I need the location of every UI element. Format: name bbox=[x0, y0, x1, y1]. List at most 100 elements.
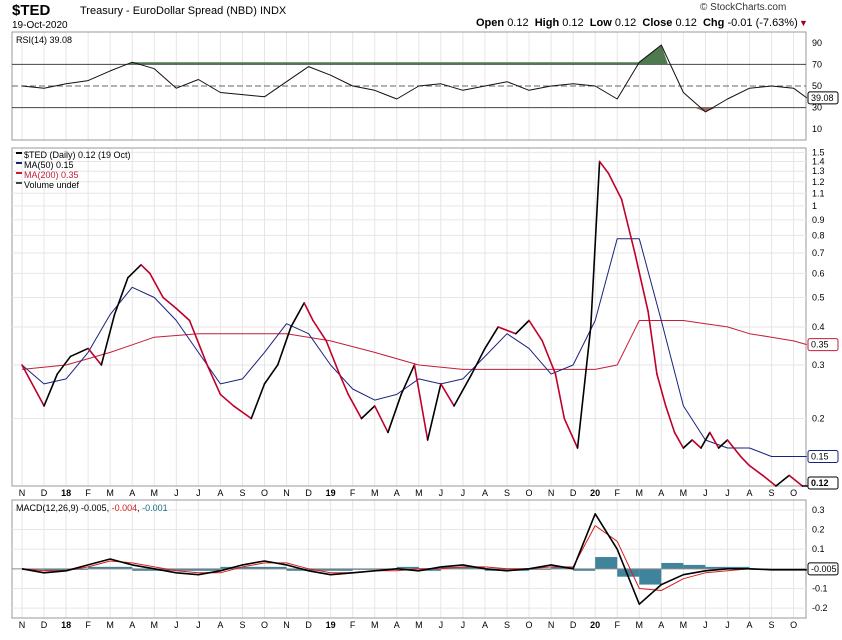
x-tick-label: O bbox=[790, 620, 797, 630]
x-tick-label: D bbox=[41, 620, 48, 630]
macd-tick-label: 0.2 bbox=[812, 525, 825, 535]
x-tick-label: A bbox=[746, 620, 752, 630]
chart-symbol: $TED bbox=[12, 2, 51, 19]
x-tick-label: A bbox=[217, 620, 223, 630]
price-value-label-box bbox=[807, 476, 839, 490]
open-label: Open bbox=[476, 17, 505, 29]
macd-legend-part: -0.004 bbox=[112, 503, 138, 513]
price-segment bbox=[149, 272, 164, 299]
price-tick-label: 0.8 bbox=[812, 230, 825, 240]
x-tick-label: J bbox=[703, 488, 708, 498]
price-tick-label: 1 bbox=[812, 201, 817, 211]
price-segment bbox=[554, 373, 566, 420]
price-segment bbox=[691, 439, 702, 449]
price-tick-label: 1.1 bbox=[812, 188, 825, 198]
x-tick-label: S bbox=[769, 488, 775, 498]
x-tick-label: J bbox=[439, 488, 444, 498]
macd-histogram-bar bbox=[154, 568, 177, 571]
ma50-line bbox=[21, 238, 807, 457]
x-tick-label: J bbox=[703, 620, 708, 630]
macd-histogram-bar bbox=[551, 566, 574, 569]
price-segment bbox=[21, 364, 45, 407]
price-segment bbox=[739, 455, 751, 467]
x-tick-label: J bbox=[174, 620, 179, 630]
price-segment bbox=[775, 474, 790, 487]
open-value: 0.12 bbox=[507, 17, 529, 29]
price-segment bbox=[312, 319, 328, 342]
x-tick-label: J bbox=[196, 620, 201, 630]
price-tick-label: 1.3 bbox=[812, 166, 825, 176]
macd-histogram-bar bbox=[705, 566, 728, 569]
x-tick-label: J bbox=[461, 488, 466, 498]
rsi-tick-label: 70 bbox=[812, 59, 822, 69]
x-tick-label: A bbox=[746, 488, 752, 498]
ma200-line bbox=[21, 320, 807, 370]
x-tick-label: M bbox=[680, 488, 688, 498]
price-tick-label: 1.5 bbox=[812, 147, 825, 157]
macd-histogram-bar bbox=[242, 566, 265, 569]
price-segment bbox=[497, 326, 517, 335]
x-tick-label: M bbox=[636, 488, 644, 498]
price-segment bbox=[373, 405, 389, 434]
x-tick-label: A bbox=[129, 488, 135, 498]
macd-histogram-bar bbox=[595, 557, 618, 569]
macd-legend-part: MACD(12,26,9) bbox=[16, 503, 81, 513]
price-segment bbox=[761, 474, 777, 487]
quote-summary: Open 0.12 High 0.12 Low 0.12 Close 0.12 … bbox=[476, 17, 798, 29]
x-tick-label: M bbox=[151, 488, 159, 498]
x-tick-label: 19 bbox=[326, 620, 336, 630]
price-tick-label: 0.7 bbox=[812, 248, 825, 258]
macd-panel: -0.2 -0.1 0.1 0.2 0.3 MACD(12,26,9) -0.005, -… bbox=[12, 503, 839, 613]
macd-histogram-bar bbox=[727, 566, 750, 569]
rsi-legend: RSI(14) 39.08 bbox=[16, 35, 72, 45]
price-segment bbox=[576, 326, 592, 449]
price-segment bbox=[682, 439, 693, 449]
price-segment bbox=[700, 431, 711, 449]
rsi-value-label-box bbox=[807, 91, 839, 105]
macd-histogram-bar bbox=[264, 566, 287, 569]
legend-swatch bbox=[16, 162, 22, 164]
x-tick-label: O bbox=[526, 620, 533, 630]
x-tick-label: N bbox=[283, 488, 290, 498]
brand-watermark: © StockCharts.com bbox=[700, 2, 787, 13]
x-tick-label: A bbox=[217, 488, 223, 498]
price-legend-entry: MA(50) 0.15 bbox=[24, 160, 74, 170]
chg-label: Chg bbox=[702, 17, 725, 29]
price-tick-label: 1.2 bbox=[812, 177, 825, 187]
price-segment bbox=[250, 383, 266, 420]
price-segment bbox=[290, 302, 305, 328]
ma50-value-label-box bbox=[807, 450, 839, 464]
x-tick-label: M bbox=[415, 488, 423, 498]
x-tick-label: S bbox=[769, 620, 775, 630]
price-segment bbox=[607, 172, 623, 201]
price-legend-entry: MA(200) 0.35 bbox=[24, 170, 79, 180]
price-segment bbox=[303, 302, 314, 322]
macd-tick-label: -0.2 bbox=[812, 603, 828, 613]
x-tick-label: N bbox=[283, 620, 290, 630]
x-tick-label: J bbox=[196, 488, 201, 498]
x-tick-label: D bbox=[305, 620, 312, 630]
x-tick-label: S bbox=[504, 488, 510, 498]
x-tick-label: O bbox=[261, 488, 268, 498]
price-segment bbox=[43, 373, 59, 407]
legend-swatch bbox=[16, 182, 22, 184]
x-tick-label: S bbox=[504, 620, 510, 630]
grid-lines bbox=[21, 32, 795, 618]
price-value-label: 0.12 bbox=[811, 478, 829, 488]
macd-histogram-bar bbox=[308, 568, 331, 571]
macd-histogram-bar bbox=[396, 566, 419, 569]
price-tick-label: 0.9 bbox=[812, 215, 825, 225]
x-tick-label: S bbox=[239, 488, 245, 498]
x-tick-label: M bbox=[680, 620, 688, 630]
x-tick-label: A bbox=[658, 620, 664, 630]
x-tick-label: M bbox=[636, 620, 644, 630]
price-segment bbox=[589, 160, 601, 328]
price-segment bbox=[440, 383, 455, 407]
x-tick-label: F bbox=[350, 620, 356, 630]
x-tick-label: A bbox=[394, 620, 400, 630]
high-label: High bbox=[534, 17, 560, 29]
x-tick-label: F bbox=[614, 488, 620, 498]
chg-value: -0.01 (-7.63%) bbox=[727, 17, 798, 29]
ma50-value-label: 0.15 bbox=[811, 452, 829, 462]
